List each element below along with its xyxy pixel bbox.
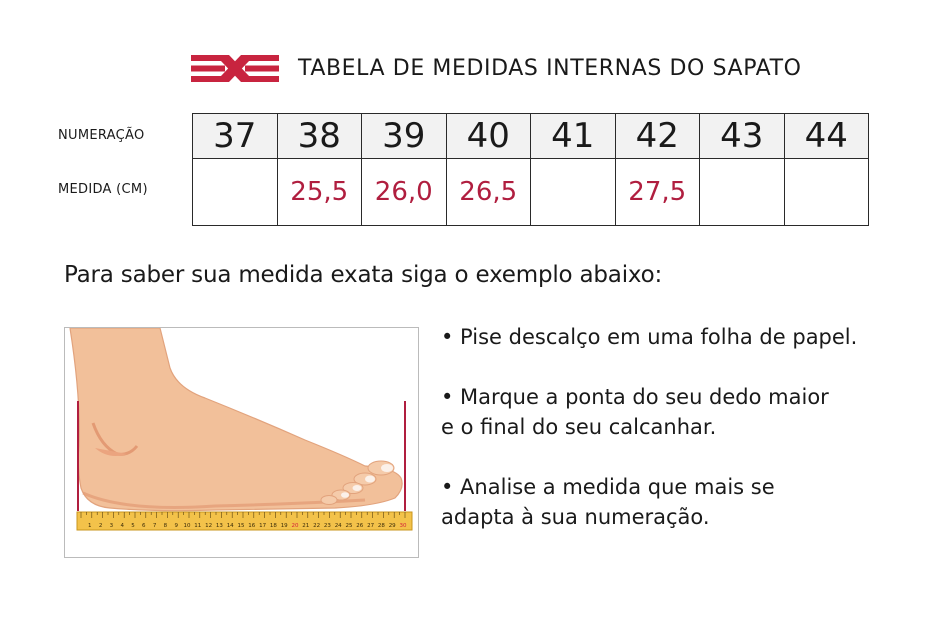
ruler-tick-label: 20 <box>292 523 299 529</box>
ruler-tick-label: 24 <box>335 523 342 529</box>
ruler-tick-label: 11 <box>194 523 201 529</box>
row-label-measures: MEDIDA (CM) <box>58 182 148 197</box>
measures-row: 25,5 26,0 26,5 27,5 <box>192 158 869 226</box>
measure-cell: 26,5 <box>445 158 531 226</box>
size-cell: 37 <box>192 113 278 159</box>
ruler-tick-label: 13 <box>216 523 223 529</box>
crossed-stripes-logo-icon <box>191 55 279 82</box>
page-title: TABELA DE MEDIDAS INTERNAS DO SAPATO <box>298 56 802 81</box>
ruler: 1 2 3 4 5 6 7 8 9 10 11 12 13 14 15 16 17 18 19 20 21 22 23 24 2… <box>76 511 413 531</box>
size-cell: 40 <box>445 113 531 159</box>
ruler-tick-label: 30 <box>400 523 407 529</box>
ruler-tick-label: 7 <box>153 523 157 529</box>
ruler-tick-label: 15 <box>238 523 245 529</box>
step-line: adapta à sua numeração. <box>441 505 710 529</box>
ruler-tick-label: 2 <box>99 523 103 529</box>
row-label-numbers: NUMERAÇÃO <box>58 128 145 143</box>
ruler-tick-label: 23 <box>324 523 331 529</box>
ruler-tick-label: 4 <box>120 523 124 529</box>
measure-cell <box>530 158 616 226</box>
ruler-tick-label: 26 <box>356 523 363 529</box>
ruler-tick-label: 8 <box>164 523 168 529</box>
ruler-tick-label: 17 <box>259 523 266 529</box>
step-item: • Analise a medida que mais se adapta à … <box>441 472 901 532</box>
ruler-tick-label: 9 <box>174 523 178 529</box>
ruler-tick-label: 21 <box>302 523 309 529</box>
ruler-tick-label: 29 <box>389 523 396 529</box>
size-cell: 44 <box>783 113 869 159</box>
ruler-tick-label: 12 <box>205 523 212 529</box>
size-cell: 38 <box>276 113 362 159</box>
ruler-tick-label: 1 <box>88 523 92 529</box>
ruler-tick-label: 18 <box>270 523 277 529</box>
ruler-tick-label: 22 <box>313 523 320 529</box>
step-line: e o final do seu calcanhar. <box>441 415 717 439</box>
measure-cell: 27,5 <box>614 158 700 226</box>
ruler-tick-label: 5 <box>131 523 135 529</box>
size-numbers-row: 37 38 39 40 41 42 43 44 <box>192 113 869 159</box>
step-line: • Marque a ponta do seu dedo maior <box>441 385 829 409</box>
foot-on-ruler-illustration: 1 2 3 4 5 6 7 8 9 10 11 12 13 14 15 16 17 18 19 20 21 22 23 24 2… <box>64 327 419 558</box>
step-item: • Marque a ponta do seu dedo maior e o f… <box>441 382 901 442</box>
ruler-tick-label: 14 <box>227 523 234 529</box>
ruler-tick-label: 25 <box>346 523 353 529</box>
measure-cell <box>783 158 869 226</box>
size-cell: 43 <box>699 113 785 159</box>
size-cell: 39 <box>361 113 447 159</box>
ruler-tick-label: 27 <box>367 523 374 529</box>
step-line: • Pise descalço em uma folha de papel. <box>441 325 858 349</box>
instruction-text: Para saber sua medida exata siga o exemp… <box>64 262 663 288</box>
ruler-tick-label: 3 <box>110 523 114 529</box>
step-item: • Pise descalço em uma folha de papel. <box>441 322 901 352</box>
size-table: 37 38 39 40 41 42 43 44 25,5 26,0 26,5 2… <box>192 113 869 226</box>
ruler-tick-label: 19 <box>281 523 288 529</box>
measure-cell: 25,5 <box>276 158 362 226</box>
measure-cell <box>699 158 785 226</box>
ruler-tick-label: 28 <box>378 523 385 529</box>
ruler-tick-label: 10 <box>184 523 191 529</box>
measure-cell: 26,0 <box>361 158 447 226</box>
measure-cell <box>192 158 278 226</box>
foot-illustration <box>69 328 403 512</box>
size-cell: 41 <box>530 113 616 159</box>
step-line: • Analise a medida que mais se <box>441 475 775 499</box>
ruler-tick-label: 6 <box>142 523 146 529</box>
size-cell: 42 <box>614 113 700 159</box>
ruler-tick-label: 16 <box>248 523 255 529</box>
steps-list: • Pise descalço em uma folha de papel. •… <box>441 322 901 562</box>
